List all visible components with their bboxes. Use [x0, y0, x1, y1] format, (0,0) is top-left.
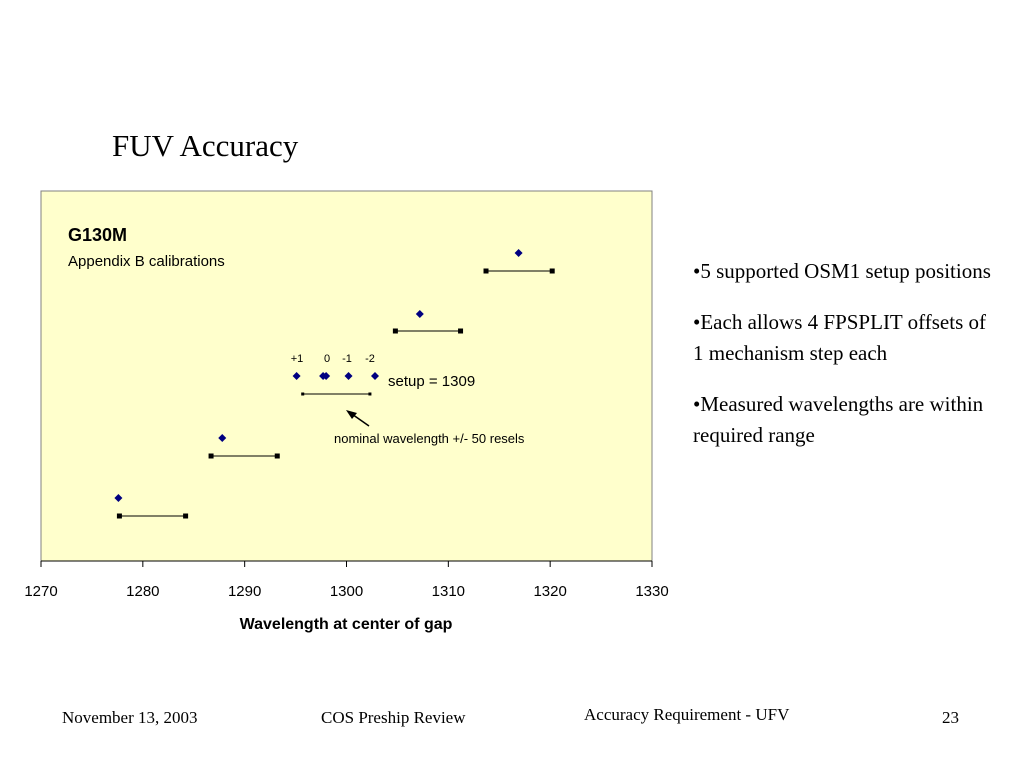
annotation-arrow-head [346, 410, 357, 419]
measured-point [114, 494, 123, 502]
nominal-range-series [116, 268, 555, 519]
offset-labels: +1 0 -1 -2 [291, 353, 375, 365]
range-start-marker [392, 328, 398, 334]
range-end-marker [183, 513, 189, 519]
x-axis-label: Wavelength at center of gap [240, 616, 453, 633]
nominal-range [301, 392, 372, 396]
footer-date: November 13, 2003 [62, 708, 198, 727]
bullet-osm1-positions: •5 supported OSM1 setup positions [693, 259, 991, 283]
measured-point [292, 372, 301, 380]
footer-review: COS Preship Review [321, 708, 466, 727]
wavelength-chart: 1270 1280 1290 1300 1310 1320 1330 G130M Appen… [24, 190, 669, 633]
slide-title: FUV Accuracy [112, 128, 299, 163]
offset-label: -2 [365, 353, 375, 365]
nominal-range [116, 513, 189, 519]
range-end-marker [458, 328, 464, 334]
x-tick-label: 1320 [533, 583, 566, 600]
measured-point [322, 372, 331, 380]
measured-point [371, 372, 380, 380]
measured-point [514, 249, 523, 257]
range-end-marker [549, 268, 555, 274]
footer-section: Accuracy Requirement - UFV [584, 705, 790, 724]
nominal-range [208, 453, 280, 459]
x-tick-label: 1330 [635, 583, 668, 600]
range-start-marker [301, 392, 305, 396]
offset-label: +1 [291, 353, 304, 365]
measured-point [415, 310, 424, 318]
bullet-fpsplit-offsets: •Each allows 4 FPSPLIT offsets of 1 mech… [693, 310, 986, 365]
measured-point [218, 434, 227, 442]
page-number: 23 [942, 708, 959, 727]
setup-annotation: setup = 1309 [388, 373, 475, 390]
measured-point [344, 372, 353, 380]
nominal-annotation: nominal wavelength +/- 50 resels [334, 431, 525, 446]
x-axis-ticks: 1270 1280 1290 1300 1310 1320 1330 [24, 561, 669, 600]
x-tick-label: 1290 [228, 583, 261, 600]
nominal-range [392, 328, 464, 334]
x-tick-label: 1280 [126, 583, 159, 600]
range-start-marker [208, 453, 214, 459]
bullet-list: •5 supported OSM1 setup positions •Each … [693, 256, 993, 471]
range-end-marker [274, 453, 280, 459]
offset-label: -1 [342, 353, 352, 365]
x-tick-label: 1310 [432, 583, 465, 600]
x-tick-label: 1300 [330, 583, 363, 600]
range-start-marker [116, 513, 122, 519]
offset-label: 0 [324, 353, 330, 365]
range-start-marker [483, 268, 489, 274]
chart-title: G130M [68, 225, 127, 245]
x-tick-label: 1270 [24, 583, 57, 600]
nominal-range [483, 268, 555, 274]
bullet-measured-range: •Measured wavelengths are within require… [693, 392, 984, 447]
measured-series [114, 249, 523, 502]
chart-subtitle: Appendix B calibrations [68, 253, 225, 270]
range-end-marker [368, 392, 372, 396]
